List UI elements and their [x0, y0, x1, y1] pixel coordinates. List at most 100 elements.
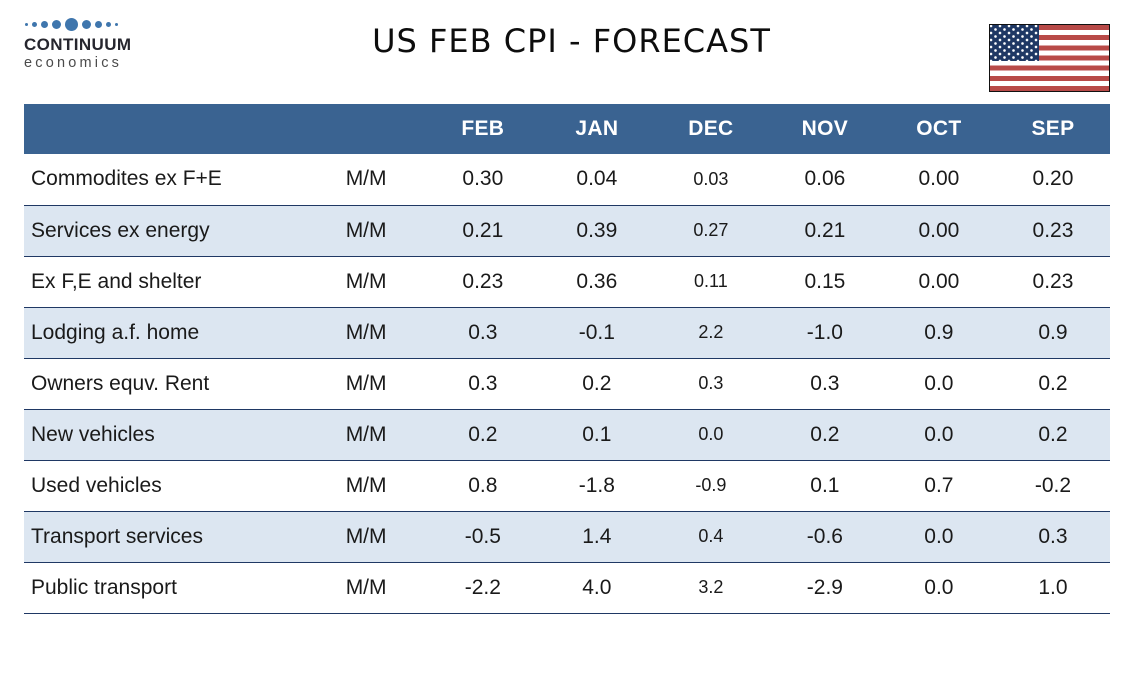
cell-value: 0.00: [918, 167, 960, 191]
row-basis: M/M: [345, 524, 387, 548]
column-header-sep: SEP: [995, 104, 1110, 154]
cell-value: 0.04: [576, 167, 618, 191]
cell-value: 0.21: [804, 218, 846, 242]
cell-value: 0.2: [468, 422, 498, 446]
table-row: Used vehicles M/M 0.8 -1.8 -0.9 0.1 0.7 -0.2: [24, 460, 1110, 511]
cell-value: 0.23: [1032, 269, 1074, 293]
row-basis: M/M: [345, 269, 387, 293]
row-label: Transport services: [31, 524, 203, 548]
cell-value: 0.7: [924, 473, 954, 497]
cell-value: 1.4: [582, 524, 612, 548]
logo-dot: [82, 19, 91, 29]
logo-subtitle: economics: [24, 54, 123, 71]
cell-value: 0.9: [1038, 320, 1068, 344]
table-row: Lodging a.f. home M/M 0.3 -0.1 2.2 -1.0 0.9 0.9: [24, 307, 1110, 358]
cell-value: 0.20: [1032, 167, 1074, 191]
column-header-nov: NOV: [767, 104, 882, 154]
cell-value: 3.2: [698, 577, 724, 597]
cell-value: -0.9: [695, 475, 727, 495]
cell-value: 0.0: [924, 371, 954, 395]
cell-value: -0.1: [578, 320, 615, 344]
cell-value: 0.3: [1038, 524, 1068, 548]
cell-value: -1.0: [806, 320, 843, 344]
title-container: US FEB CPI - FORECAST: [154, 14, 989, 60]
cell-value: -0.5: [464, 524, 501, 548]
logo-dot: [32, 21, 37, 27]
cell-value: 0.03: [693, 168, 729, 189]
cell-value: 0.15: [804, 269, 846, 293]
column-header-jan: JAN: [539, 104, 654, 154]
table-row: Public transport M/M -2.2 4.0 3.2 -2.9 0.0 1.0: [24, 562, 1110, 613]
page-header: CONTINUUM economics US FEB CPI - FORECAS…: [0, 0, 1134, 104]
row-basis: M/M: [345, 218, 387, 242]
table-row: Commodites ex F+E M/M 0.30 0.04 0.03 0.06 0.00…: [24, 154, 1110, 205]
cell-value: 0.39: [576, 218, 618, 242]
logo-dot: [25, 22, 28, 26]
cell-value: 0.11: [694, 271, 728, 291]
cell-value: 0.00: [918, 269, 960, 293]
row-basis: M/M: [345, 422, 387, 446]
table-row: New vehicles M/M 0.2 0.1 0.0 0.2 0.0 0.2: [24, 409, 1110, 460]
row-label: Ex F,E and shelter: [31, 269, 202, 293]
row-label: Services ex energy: [31, 218, 210, 242]
cell-value: 0.3: [468, 320, 498, 344]
cell-value: -2.2: [464, 575, 501, 599]
us-flag-icon: [989, 24, 1110, 92]
column-header-basis: [306, 104, 426, 154]
cell-value: 0.23: [462, 269, 504, 293]
cell-value: 0.9: [924, 320, 954, 344]
row-label: Lodging a.f. home: [31, 320, 200, 344]
cpi-forecast-table: FEB JAN DEC NOV OCT SEP Commodites ex F+…: [24, 104, 1110, 614]
cell-value: 0.0: [924, 575, 954, 599]
cell-value: 0.0: [924, 422, 954, 446]
logo-dot: [52, 19, 61, 29]
page-title: US FEB CPI - FORECAST: [372, 22, 771, 60]
cell-value: 0.0: [698, 424, 724, 444]
column-header-dec: DEC: [653, 104, 768, 154]
row-label: Public transport: [31, 575, 177, 599]
cell-value: 0.2: [1038, 371, 1068, 395]
row-basis: M/M: [345, 575, 387, 599]
cell-value: 4.0: [582, 575, 612, 599]
logo-dot: [95, 20, 102, 28]
row-basis: M/M: [345, 473, 387, 497]
cell-value: 0.06: [804, 167, 846, 191]
column-header-feb: FEB: [425, 104, 540, 154]
column-header-label: [24, 104, 307, 154]
cell-value: 0.2: [810, 422, 840, 446]
row-label: Commodites ex F+E: [31, 167, 222, 191]
row-basis: M/M: [345, 371, 387, 395]
cell-value: -2.9: [806, 575, 843, 599]
row-basis: M/M: [345, 320, 387, 344]
cell-value: 0.3: [468, 371, 498, 395]
column-header-oct: OCT: [881, 104, 996, 154]
logo-dot: [115, 22, 118, 26]
cell-value: 0.30: [462, 167, 504, 191]
cell-value: 0.21: [462, 218, 504, 242]
cell-value: -0.6: [806, 524, 843, 548]
cell-value: 0.1: [810, 473, 840, 497]
cell-value: 1.0: [1038, 575, 1068, 599]
table-header-row: FEB JAN DEC NOV OCT SEP: [24, 104, 1110, 154]
row-label: Used vehicles: [31, 473, 162, 497]
row-label: New vehicles: [31, 422, 155, 446]
cell-value: 0.2: [1038, 422, 1068, 446]
cell-value: 0.8: [468, 473, 498, 497]
table-row: Owners equv. Rent M/M 0.3 0.2 0.3 0.3 0.0 0.2: [24, 358, 1110, 409]
cell-value: 0.00: [918, 218, 960, 242]
cell-value: -0.2: [1034, 473, 1072, 497]
cell-value: 0.4: [698, 526, 724, 546]
table-body: Commodites ex F+E M/M 0.30 0.04 0.03 0.06 0.00…: [24, 154, 1110, 613]
cell-value: 0.3: [698, 373, 724, 393]
cell-value: 0.27: [693, 220, 729, 240]
logo-dot: [41, 20, 48, 28]
table-header: FEB JAN DEC NOV OCT SEP: [24, 104, 1110, 154]
cell-value: 0.0: [924, 524, 954, 548]
us-flag-canton: [990, 25, 1039, 61]
logo-dot: [65, 17, 78, 31]
cell-value: -1.8: [578, 473, 615, 497]
logo-dot: [106, 21, 111, 27]
logo-wordmark: CONTINUUM: [24, 35, 132, 54]
table-row: Ex F,E and shelter M/M 0.23 0.36 0.11 0.15 0.0…: [24, 256, 1110, 307]
